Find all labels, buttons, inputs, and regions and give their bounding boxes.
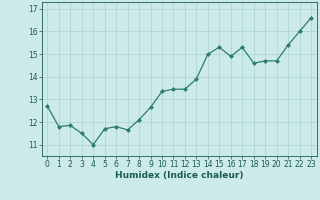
X-axis label: Humidex (Indice chaleur): Humidex (Indice chaleur): [115, 171, 244, 180]
